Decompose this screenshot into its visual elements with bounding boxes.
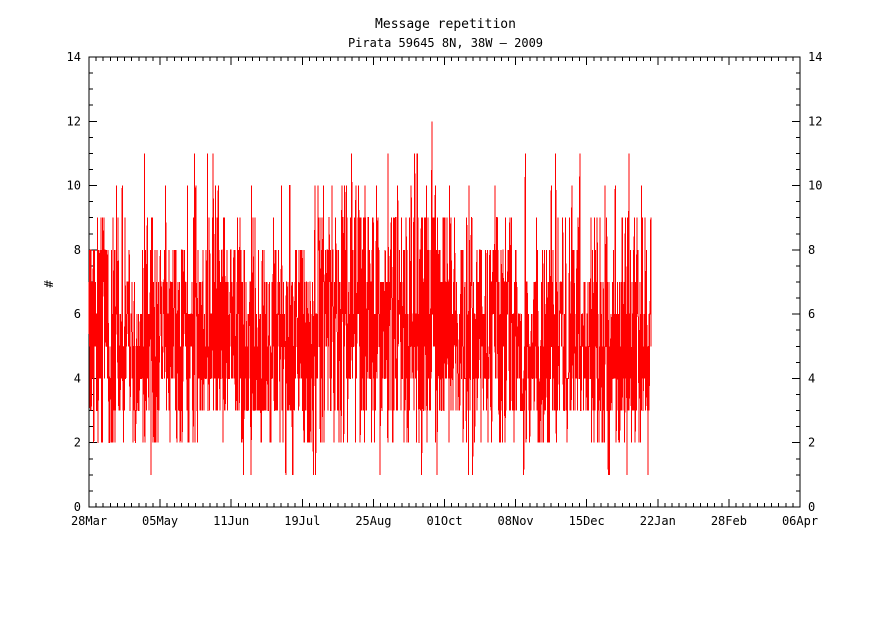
x-tick-label: 19Jul	[284, 514, 320, 528]
y-tick-label: 12	[67, 114, 81, 128]
y-tick-label: 4	[74, 371, 81, 385]
x-tick-label: 01Oct	[426, 514, 462, 528]
y-tick-label-right: 6	[808, 307, 815, 321]
chart-title: Message repetition	[375, 17, 516, 32]
chart-subtitle: Pirata 59645 8N, 38W — 2009	[347, 36, 544, 50]
y-tick-label: 2	[74, 436, 81, 450]
y-tick-label-right: 10	[808, 179, 822, 193]
y-tick-label: 8	[74, 243, 81, 257]
y-tick-label: 6	[74, 307, 81, 321]
x-tick-label: 28Mar	[71, 514, 107, 528]
y-tick-label-right: 2	[808, 436, 815, 450]
x-tick-label: 08Nov	[498, 514, 534, 528]
x-tick-label: 15Dec	[569, 514, 605, 528]
y-tick-label: 0	[74, 500, 81, 514]
y-tick-label-right: 14	[808, 50, 822, 64]
x-tick-label: 11Jun	[213, 514, 249, 528]
y-tick-label-right: 12	[808, 114, 822, 128]
y-tick-label: 14	[67, 50, 81, 64]
x-tick-label: 06Apr	[782, 514, 818, 528]
y-tick-label: 10	[67, 179, 81, 193]
y-tick-label-right: 4	[808, 371, 815, 385]
x-tick-label: 05May	[142, 514, 178, 528]
data-series	[88, 121, 652, 475]
y-tick-label-right: 0	[808, 500, 815, 514]
x-tick-label: 25Aug	[355, 514, 391, 528]
x-tick-label: 22Jan	[640, 514, 676, 528]
x-tick-label: 28Feb	[711, 514, 747, 528]
y-tick-label-right: 8	[808, 243, 815, 257]
